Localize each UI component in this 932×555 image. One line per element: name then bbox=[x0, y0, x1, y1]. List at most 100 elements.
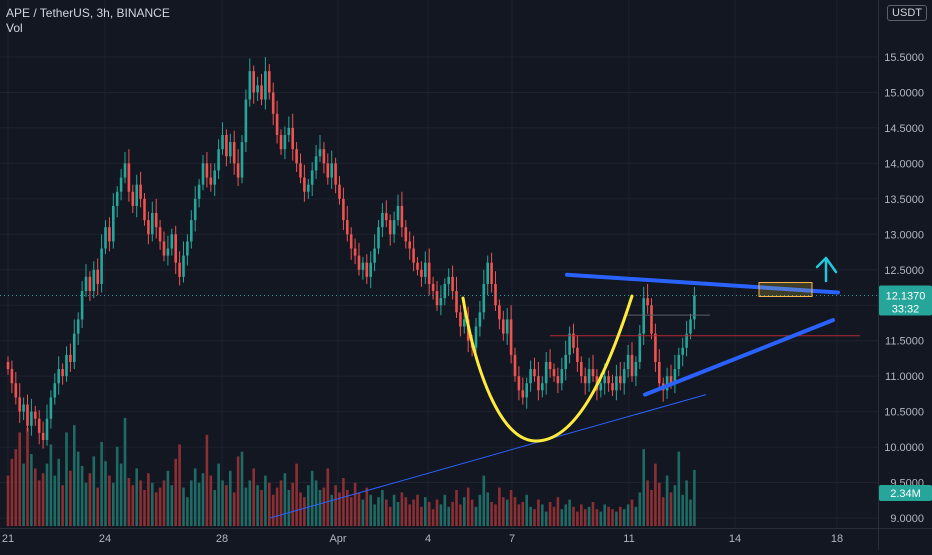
volume-bar bbox=[388, 506, 392, 526]
candle-body bbox=[529, 369, 532, 384]
candle bbox=[53, 373, 57, 405]
candle bbox=[326, 153, 330, 185]
time-tick-label: 28 bbox=[216, 533, 228, 545]
candle-body bbox=[193, 198, 197, 221]
candle-body bbox=[443, 283, 447, 299]
volume-bar bbox=[381, 490, 384, 526]
volume-bar bbox=[193, 468, 197, 526]
currency-selector[interactable]: USDT bbox=[887, 5, 927, 21]
candle bbox=[576, 335, 579, 372]
volume-bar bbox=[689, 499, 692, 526]
candle-body bbox=[69, 354, 72, 362]
candle-body bbox=[353, 248, 357, 256]
time-tick-label: 4 bbox=[425, 533, 431, 545]
candle-body bbox=[463, 319, 466, 327]
volume-bar bbox=[178, 444, 181, 526]
candle-body bbox=[166, 248, 170, 256]
volume-bar bbox=[599, 511, 603, 526]
candle bbox=[338, 176, 341, 205]
volume-bar bbox=[154, 492, 158, 526]
candle bbox=[349, 227, 353, 260]
candle bbox=[658, 349, 661, 391]
volume-bar bbox=[385, 499, 388, 526]
volume-bar bbox=[693, 469, 696, 526]
candle-body bbox=[439, 298, 443, 306]
price-tick-label: 11.0000 bbox=[885, 371, 924, 383]
candle-body bbox=[14, 383, 18, 398]
volume-bar bbox=[92, 456, 96, 526]
price-tick-label: 13.0000 bbox=[884, 229, 924, 241]
candle bbox=[318, 135, 322, 162]
candle-body bbox=[505, 319, 509, 334]
candle-body bbox=[338, 184, 341, 199]
candle bbox=[209, 163, 213, 192]
candle bbox=[388, 214, 392, 246]
volume-bar bbox=[131, 485, 135, 526]
volume-bar bbox=[143, 490, 146, 526]
volume-bar bbox=[330, 494, 333, 526]
volume-bar bbox=[361, 499, 365, 526]
volume-bar bbox=[80, 466, 84, 526]
volume-bar bbox=[96, 487, 99, 526]
candle bbox=[412, 235, 415, 272]
breakout-arrow-icon bbox=[815, 256, 838, 283]
candle-body bbox=[552, 369, 556, 377]
volume-badge: 2.34M bbox=[879, 485, 932, 501]
candle bbox=[154, 198, 158, 239]
candle bbox=[151, 201, 154, 242]
time-tick-label: 7 bbox=[509, 533, 515, 545]
candle-body bbox=[154, 213, 158, 228]
candle-countdown: 33:32 bbox=[892, 304, 920, 316]
volume-bar bbox=[186, 497, 189, 526]
volume-bar bbox=[412, 499, 415, 526]
candle-body bbox=[482, 283, 486, 313]
volume-bar bbox=[22, 463, 25, 526]
candle-body bbox=[221, 135, 224, 150]
candle bbox=[505, 308, 509, 345]
volume-bar bbox=[373, 504, 376, 526]
candle-body bbox=[330, 163, 333, 178]
volume-bar bbox=[217, 463, 220, 526]
candle-body bbox=[139, 184, 142, 199]
candle-body bbox=[615, 376, 618, 391]
candle-body bbox=[591, 369, 595, 377]
candle bbox=[45, 404, 49, 446]
volume-bar bbox=[6, 475, 10, 526]
volume-bars bbox=[6, 418, 696, 526]
volume-bar bbox=[76, 451, 80, 526]
candle bbox=[580, 356, 583, 384]
candle bbox=[104, 220, 107, 255]
candle bbox=[166, 235, 170, 266]
candle-body bbox=[30, 411, 33, 426]
candle bbox=[295, 142, 298, 172]
volume-bar bbox=[447, 506, 450, 526]
candle-body bbox=[521, 390, 525, 398]
volume-bar bbox=[221, 480, 224, 526]
candle bbox=[61, 363, 64, 385]
price-tick-label: 12.5000 bbox=[884, 265, 924, 277]
candle-body bbox=[502, 319, 505, 334]
volume-bar bbox=[435, 499, 439, 526]
candle bbox=[291, 113, 294, 161]
volume-bar bbox=[638, 492, 642, 526]
candle-body bbox=[583, 376, 587, 384]
candle bbox=[525, 377, 528, 409]
candle-body bbox=[45, 418, 49, 440]
volume-bar bbox=[587, 506, 591, 526]
candle bbox=[330, 150, 333, 189]
candle-body bbox=[677, 354, 681, 370]
candle bbox=[260, 74, 263, 106]
candle bbox=[673, 354, 677, 394]
volume-bar bbox=[455, 490, 458, 526]
candle-body bbox=[299, 163, 302, 178]
candle-body bbox=[560, 369, 564, 384]
candle bbox=[622, 361, 626, 395]
candle bbox=[186, 234, 189, 266]
candle-body bbox=[158, 227, 162, 242]
candle-body bbox=[654, 333, 657, 362]
volume-bar bbox=[34, 468, 37, 526]
candle bbox=[283, 126, 287, 160]
candle-body bbox=[435, 291, 439, 306]
